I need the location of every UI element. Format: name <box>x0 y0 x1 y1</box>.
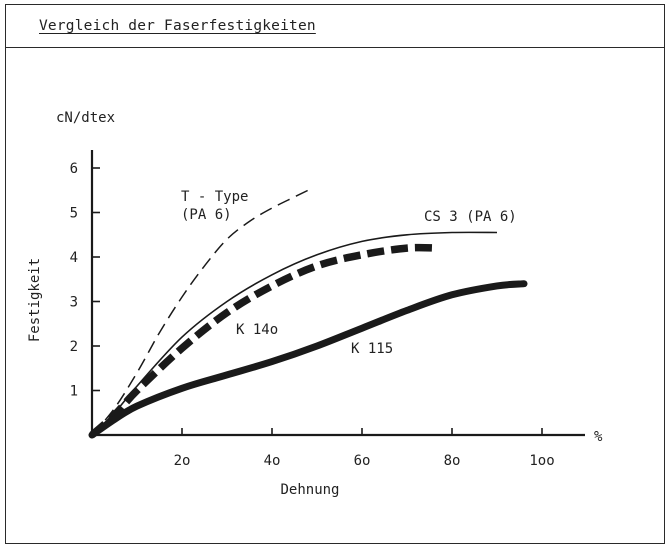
axes <box>90 150 585 437</box>
series-label-k-14o: K 14o <box>236 322 278 338</box>
series-label-k-115: K 115 <box>351 341 393 357</box>
x-axis-unit: % <box>594 429 603 445</box>
y-tick-label: 4 <box>70 250 78 266</box>
x-tick-label: 1oo <box>529 453 554 469</box>
labels: cN/dtex % Dehnung Festigkeit T - Type (PA… <box>27 110 603 498</box>
x-tick-label: 2o <box>174 453 191 469</box>
fiber-strength-chart: 2o 4o 6o 8o 1oo 1 2 3 4 5 6 cN/dtex % Dehnung Fest… <box>27 110 603 498</box>
title-bar: Vergleich der Faserfestigkeiten <box>5 4 665 48</box>
x-tick-label: 4o <box>264 453 281 469</box>
y-tick-label: 3 <box>70 295 78 311</box>
series-line-t-type-pa-6 <box>91 189 309 436</box>
series-label-t-type-pa-6: T - Type <box>181 189 248 205</box>
y-axis-label: Festigkeit <box>27 258 43 342</box>
ticks: 2o 4o 6o 8o 1oo 1 2 3 4 5 6 <box>70 161 555 469</box>
x-tick-label: 6o <box>354 453 371 469</box>
curves <box>88 189 528 439</box>
series-label-cs-3-pa-6: CS 3 (PA 6) <box>424 209 517 225</box>
chart-title: Vergleich der Faserfestigkeiten <box>39 18 316 34</box>
y-tick-label: 2 <box>70 339 78 355</box>
chart-page: Vergleich der Faserfestigkeiten 2o 4o 6o 8o… <box>5 4 665 544</box>
y-axis-unit: cN/dtex <box>56 110 115 126</box>
y-tick-label: 1 <box>70 384 78 400</box>
series-label-t-type-pa-6: (PA 6) <box>181 207 232 223</box>
series-line-k-115 <box>88 280 528 439</box>
y-tick-label: 6 <box>70 161 78 177</box>
series-line-cs-3-pa-6 <box>91 231 498 436</box>
y-tick-label: 5 <box>70 206 78 222</box>
x-tick-label: 8o <box>444 453 461 469</box>
x-axis-label: Dehnung <box>280 482 339 498</box>
